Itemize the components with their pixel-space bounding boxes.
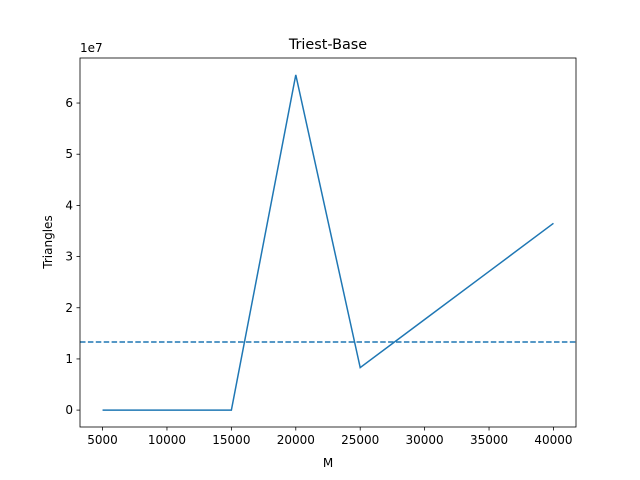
y-tick-label: 4 xyxy=(65,198,73,212)
y-tick-label: 6 xyxy=(65,96,73,110)
x-axis-label: M xyxy=(323,456,333,470)
x-tick-label: 35000 xyxy=(470,433,508,447)
y-tick-label: 1 xyxy=(65,352,73,366)
data-line xyxy=(102,74,554,411)
x-tick-label: 5000 xyxy=(87,433,118,447)
y-offset-label: 1e7 xyxy=(80,41,103,55)
x-tick-label: 10000 xyxy=(148,433,186,447)
y-tick-label: 3 xyxy=(65,250,73,264)
y-tick-label: 0 xyxy=(65,403,73,417)
x-tick-label: 25000 xyxy=(341,433,379,447)
chart-title: Triest-Base xyxy=(288,37,367,53)
x-tick-label: 30000 xyxy=(406,433,444,447)
y-tick-label: 2 xyxy=(65,301,73,315)
x-tick-label: 15000 xyxy=(212,433,250,447)
axes-frame xyxy=(79,57,577,428)
y-axis-label: Triangles xyxy=(41,215,55,269)
x-tick-label: 40000 xyxy=(534,433,572,447)
y-tick-label: 5 xyxy=(65,147,73,161)
x-tick-label: 20000 xyxy=(277,433,315,447)
